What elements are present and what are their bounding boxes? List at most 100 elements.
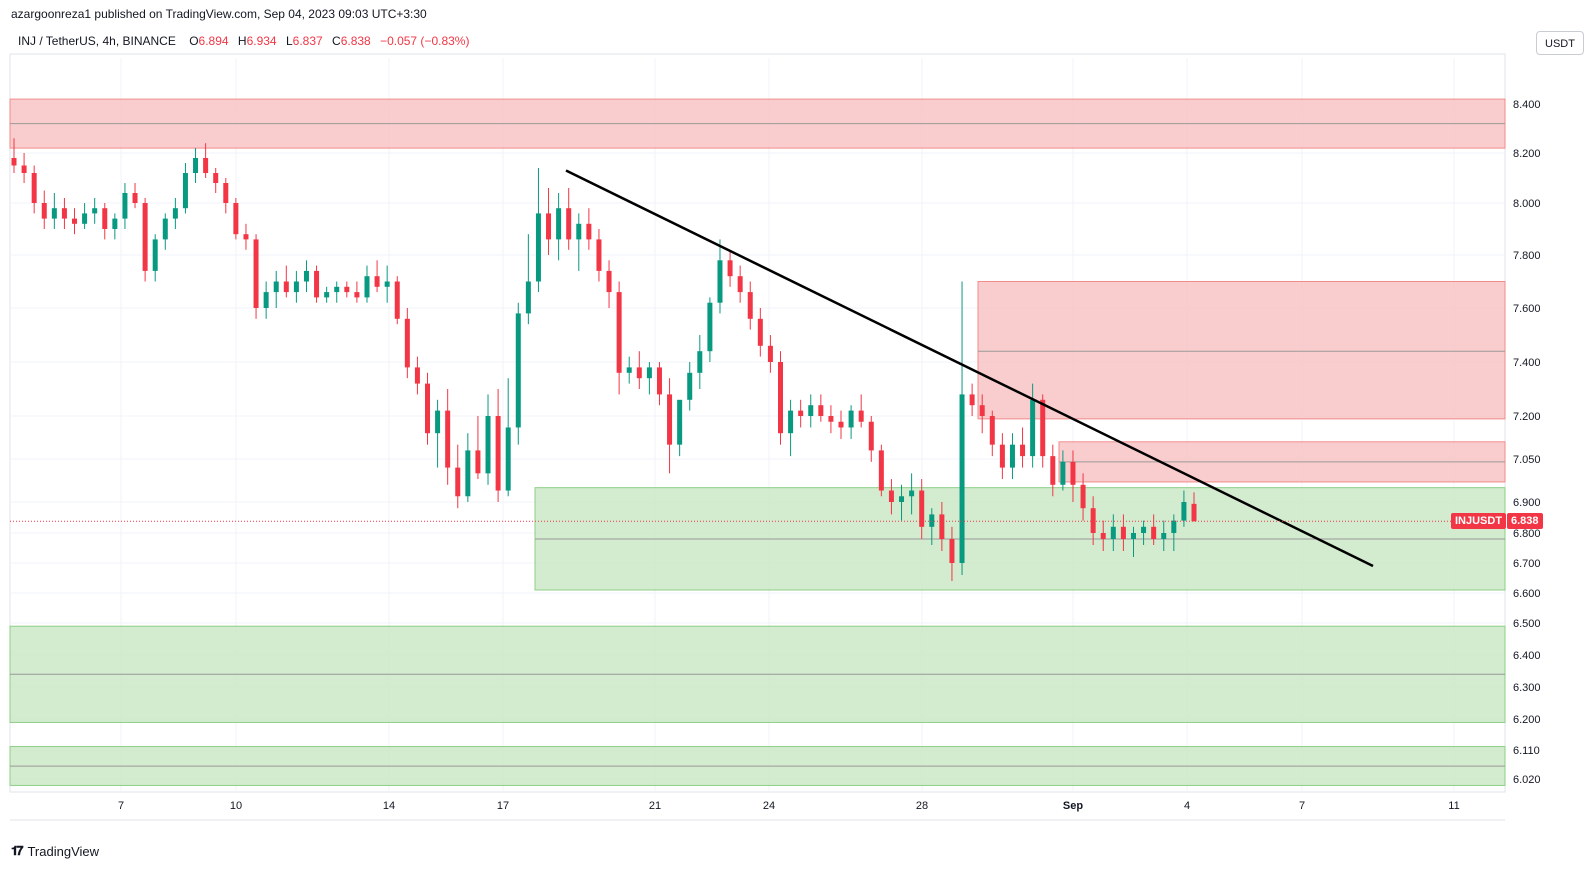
candle-body	[939, 514, 945, 539]
candle-body	[828, 416, 834, 422]
candle-body	[1191, 503, 1197, 522]
candle-body	[546, 213, 552, 240]
y-tick-label: 6.700	[1513, 558, 1541, 570]
candle-body	[747, 292, 753, 319]
candle-body	[818, 405, 824, 416]
candle-body	[314, 270, 320, 298]
y-tick-label: 6.300	[1513, 682, 1541, 694]
candle-body	[334, 286, 340, 293]
symbol-legend: INJ / TetherUS, 4h, BINANCE O6.894 H6.93…	[18, 34, 475, 48]
candle-body	[636, 367, 642, 379]
candle-body	[61, 208, 67, 219]
candle-body	[919, 490, 925, 527]
close-label: C	[332, 34, 341, 48]
candle-body	[425, 383, 431, 434]
low-label: L	[285, 34, 293, 48]
candle-body	[51, 208, 57, 219]
y-tick-label: 8.000	[1513, 198, 1541, 210]
candle-body	[303, 270, 309, 282]
candle-body	[374, 276, 380, 287]
candle-body	[777, 362, 783, 434]
candle-body	[1100, 533, 1106, 539]
last-price-value-badge: 6.838	[1507, 513, 1543, 530]
candle-body	[959, 394, 965, 563]
candle-body	[253, 239, 259, 308]
candle-body	[11, 158, 17, 166]
currency-unit-button[interactable]: USDT	[1536, 31, 1584, 55]
candle-body	[929, 514, 935, 527]
high-label: H	[237, 34, 247, 48]
candle-body	[848, 410, 854, 428]
candle-body	[324, 292, 330, 298]
candle-body	[223, 183, 229, 203]
candle-body	[92, 208, 98, 214]
candle-body	[999, 444, 1005, 468]
candle-body	[677, 399, 683, 445]
candle-body	[798, 410, 804, 416]
x-tick-label: 17	[497, 800, 509, 812]
candle-body	[172, 208, 178, 219]
candle-body	[1009, 444, 1015, 468]
x-tick-label: 11	[1448, 800, 1459, 812]
candle-body	[152, 239, 158, 271]
candle-body	[404, 318, 410, 368]
candle-body	[1181, 502, 1187, 521]
candle-body	[737, 276, 743, 293]
candle-body	[213, 173, 219, 183]
tradingview-logo[interactable]: 𝟏𝟕 TradingView	[11, 844, 99, 859]
candle-body	[1050, 456, 1056, 485]
y-tick-label: 6.900	[1513, 497, 1541, 509]
zone-demand	[9, 746, 1506, 786]
candle-body	[162, 218, 168, 240]
candle-body	[1141, 526, 1147, 533]
y-tick-label: 6.110	[1513, 745, 1540, 757]
candle-body	[767, 345, 773, 362]
candle-body	[1151, 526, 1157, 539]
candle-body	[72, 218, 78, 224]
tradingview-brand: TradingView	[27, 844, 100, 859]
candle-body	[707, 302, 713, 352]
y-tick-label: 7.800	[1513, 250, 1541, 262]
candle-body	[667, 394, 673, 445]
candle-body	[263, 292, 269, 308]
candle-body	[899, 496, 905, 502]
candle-body	[102, 208, 108, 229]
zone-supply	[1058, 441, 1506, 483]
candle-body	[475, 450, 481, 474]
y-tick-label: 7.400	[1513, 357, 1541, 369]
candle-body	[586, 223, 592, 240]
candle-body	[233, 203, 239, 235]
zone-supply	[9, 98, 1506, 149]
candle-body	[82, 213, 88, 224]
published-line: azargoonreza1 published on TradingView.c…	[11, 7, 427, 21]
candle-body	[1060, 461, 1066, 485]
high-value: 6.934	[246, 34, 277, 48]
candle-body	[687, 372, 693, 400]
candle-body	[858, 410, 864, 422]
candle-body	[727, 260, 733, 277]
candle-body	[969, 394, 975, 406]
y-tick-label: 6.800	[1513, 528, 1541, 540]
candle-body	[868, 421, 874, 451]
candle-body	[838, 421, 844, 428]
y-tick-label: 8.200	[1513, 148, 1541, 160]
candle-body	[1080, 484, 1086, 509]
candle-body	[1040, 399, 1046, 457]
candle-body	[596, 239, 602, 271]
symbol-name[interactable]: INJ / TetherUS, 4h, BINANCE	[18, 34, 176, 48]
candle-body	[566, 208, 572, 240]
candle-body	[132, 193, 138, 203]
candle-body	[656, 367, 662, 395]
candle-body	[455, 467, 461, 497]
y-tick-label: 6.600	[1513, 588, 1541, 600]
open-value: 6.894	[198, 34, 229, 48]
y-tick-label: 6.200	[1513, 714, 1541, 726]
candle-body	[788, 410, 794, 434]
candle-body	[1090, 508, 1096, 533]
candle-body	[182, 173, 188, 209]
zone-demand	[534, 487, 1506, 591]
candle-body	[717, 260, 723, 303]
candle-body	[1120, 526, 1126, 539]
x-tick-label: 10	[230, 800, 242, 812]
